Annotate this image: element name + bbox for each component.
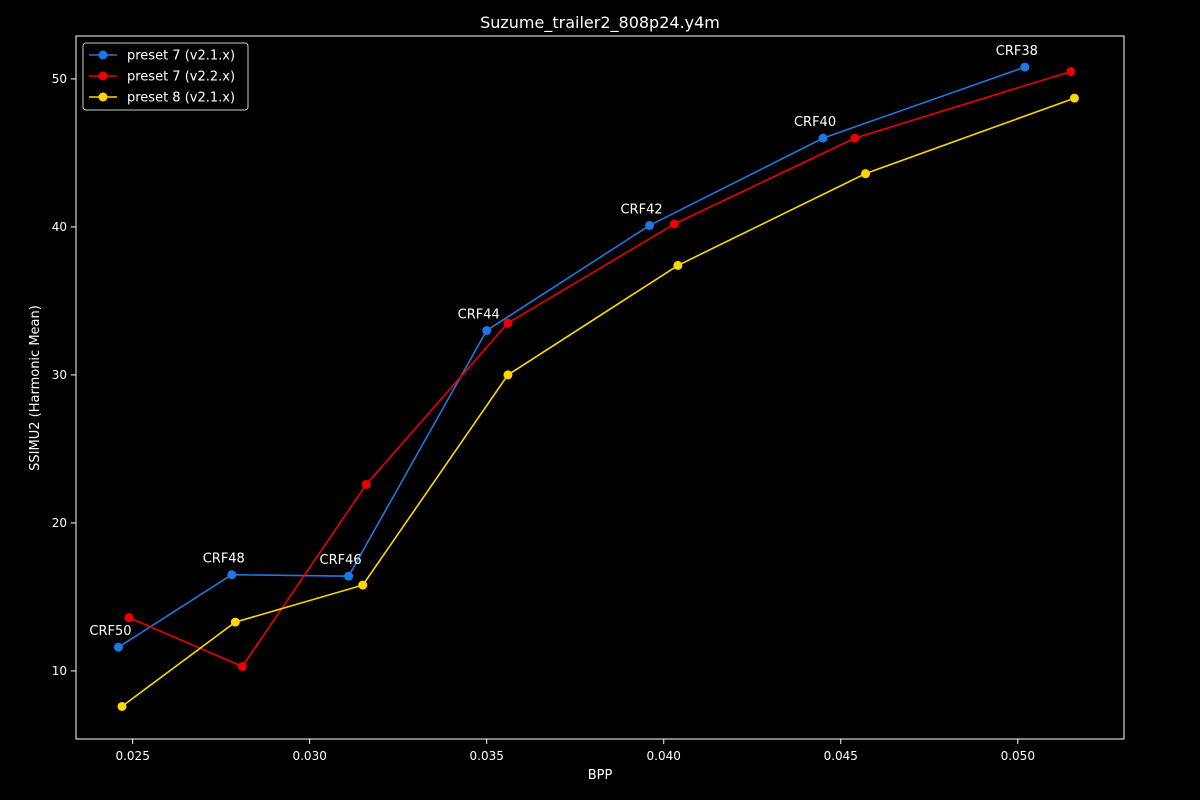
x-axis-label: BPP	[588, 768, 613, 783]
data-point	[818, 133, 828, 143]
legend-label: preset 7 (v2.2.x)	[127, 70, 235, 85]
legend-swatch-marker	[98, 50, 108, 60]
crf-annotation: CRF40	[794, 115, 836, 130]
x-tick-label: 0.035	[470, 749, 504, 763]
y-tick-label: 50	[52, 72, 67, 86]
legend-label: preset 7 (v2.1.x)	[127, 49, 235, 64]
series-3	[117, 93, 1079, 711]
data-point	[861, 169, 871, 179]
data-point	[124, 613, 134, 623]
x-axis: 0.025 0.030 0.035 0.040 0.045 0.050	[115, 739, 1035, 763]
legend-swatch-marker	[98, 71, 108, 81]
data-point	[503, 370, 513, 380]
crf-annotation: CRF48	[203, 552, 245, 567]
chart-title: Suzume_trailer2_808p24.y4m	[480, 13, 720, 33]
crf-annotation: CRF46	[320, 553, 362, 568]
data-point	[1066, 67, 1076, 77]
y-tick-label: 40	[52, 220, 67, 234]
x-tick-label: 0.050	[1001, 749, 1035, 763]
y-axis-label: SSIMU2 (Harmonic Mean)	[28, 305, 43, 471]
legend-item: preset 7 (v2.2.x)	[89, 70, 235, 85]
data-point	[344, 571, 354, 581]
data-point	[227, 570, 237, 580]
data-point	[113, 642, 123, 652]
data-point	[850, 133, 860, 143]
data-point	[230, 617, 240, 627]
y-tick-label: 10	[52, 664, 67, 678]
data-point	[358, 580, 368, 590]
data-point	[673, 260, 683, 270]
legend-swatch-marker	[98, 92, 108, 102]
data-point	[482, 326, 492, 336]
x-tick-label: 0.045	[824, 749, 858, 763]
data-point	[503, 318, 513, 328]
data-point	[361, 479, 371, 489]
legend-label: preset 8 (v2.1.x)	[127, 91, 235, 106]
series-2	[124, 67, 1076, 671]
crf-annotation: CRF50	[89, 624, 131, 639]
crf-annotation: CRF44	[458, 308, 500, 323]
y-axis: 10 20 30 40 50	[52, 72, 76, 678]
annotation-layer: CRF50 CRF48 CRF46 CRF44 CRF42 CRF40 CRF38	[89, 44, 1038, 639]
x-tick-label: 0.025	[115, 749, 149, 763]
y-tick-label: 20	[52, 516, 67, 530]
series-1	[113, 62, 1030, 652]
crf-annotation: CRF38	[996, 44, 1038, 59]
crf-annotation: CRF42	[620, 202, 662, 217]
plot-area	[75, 35, 1125, 740]
legend-item: preset 7 (v2.1.x)	[89, 49, 235, 64]
legend: preset 7 (v2.1.x) preset 7 (v2.2.x) preset…	[82, 42, 249, 111]
x-tick-label: 0.040	[647, 749, 681, 763]
data-point	[237, 661, 247, 671]
series-layer	[113, 62, 1079, 711]
data-point	[1069, 93, 1079, 103]
y-tick-label: 30	[52, 368, 67, 382]
data-point	[1020, 62, 1030, 72]
data-point	[645, 220, 655, 230]
legend-item: preset 8 (v2.1.x)	[89, 91, 235, 106]
data-point	[669, 219, 679, 229]
legend-box	[82, 42, 249, 111]
x-tick-label: 0.030	[292, 749, 326, 763]
data-point	[117, 701, 127, 711]
